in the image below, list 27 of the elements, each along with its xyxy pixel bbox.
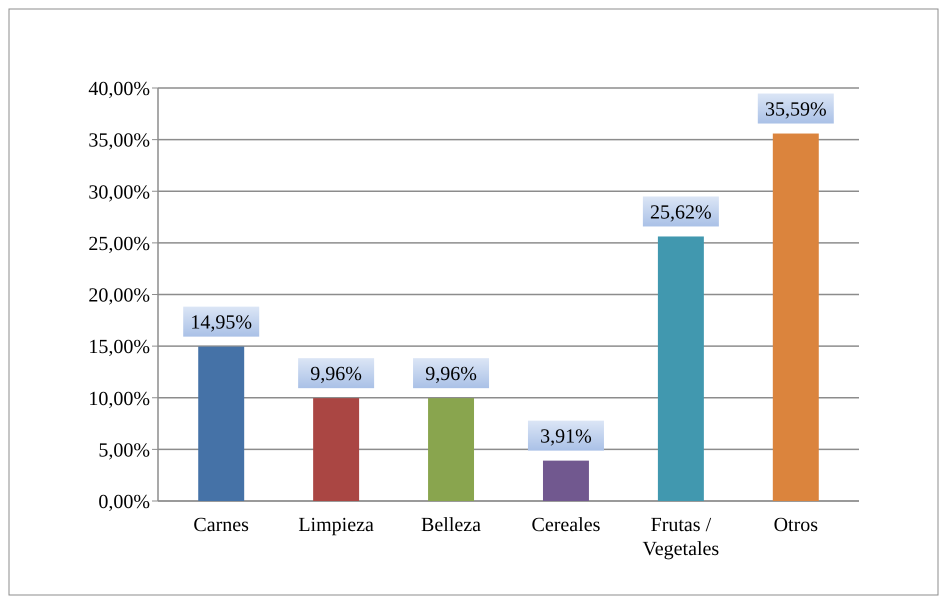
data-label: 25,62%	[650, 201, 712, 224]
x-tick-label: Frutas / Vegetales	[642, 514, 720, 560]
y-tick-label: 35,00%	[88, 130, 150, 152]
y-tick-label: 15,00%	[88, 336, 150, 358]
data-label: 14,95%	[190, 312, 252, 334]
y-tick-label: 10,00%	[88, 388, 150, 410]
data-label: 35,59%	[764, 98, 827, 121]
data-label: 9,96%	[425, 363, 477, 386]
data-label: 3,91%	[540, 426, 592, 448]
bar	[198, 346, 244, 501]
y-tick-label: 0,00%	[98, 491, 150, 513]
y-tick-label: 40,00%	[88, 78, 150, 100]
data-label: 9,96%	[310, 363, 362, 386]
x-tick-label: Otros	[774, 514, 818, 536]
y-tick-label: 5,00%	[98, 439, 150, 462]
y-tick-label: 25,00%	[88, 232, 150, 255]
bar	[542, 460, 589, 501]
y-tick-label: 30,00%	[88, 181, 150, 204]
x-tick-label: Cereales	[532, 514, 601, 536]
bar	[658, 236, 704, 501]
x-tick-label: Belleza	[421, 514, 482, 536]
bar	[428, 398, 474, 501]
bar	[313, 398, 360, 501]
x-tick-label: Carnes	[193, 514, 250, 536]
x-tick-label: Limpieza	[298, 514, 374, 536]
y-tick-label: 20,00%	[88, 284, 150, 306]
bar	[772, 134, 819, 501]
